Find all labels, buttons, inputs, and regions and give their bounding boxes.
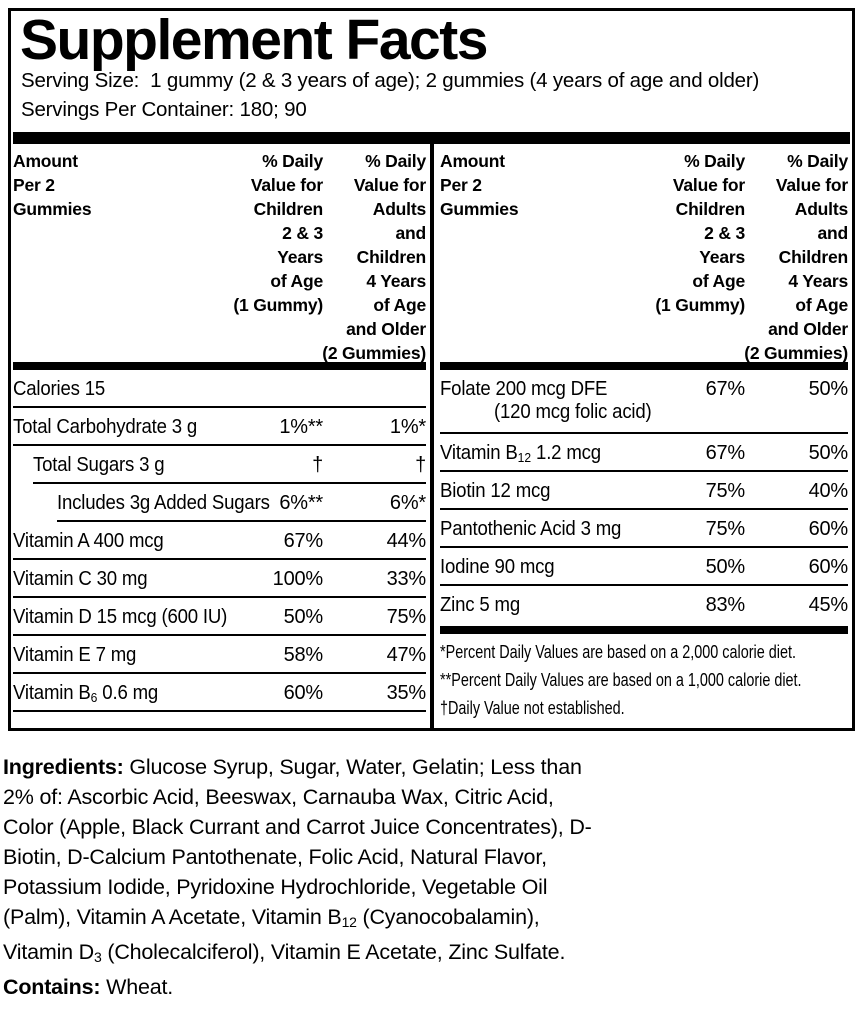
adult-dv-value: 50% [808, 378, 849, 400]
servings-per-container-line: Servings Per Container: 180; 90 [21, 98, 307, 121]
nutrient-label: Biotin 12 mcg [440, 480, 551, 502]
child-dv-value: 6%** [279, 492, 323, 514]
nutrient-label: Vitamin C 30 mg [13, 568, 148, 590]
thick-divider-bar [13, 132, 850, 144]
adult-dv-value: 40% [808, 480, 849, 502]
nutrient-label: Vitamin D 15 mcg (600 IU) [13, 606, 228, 628]
child-dv-value: 50% [283, 606, 324, 628]
nutrient-label: Vitamin E 7 mg [13, 644, 137, 666]
nutrient-label: Iodine 90 mcg [440, 556, 555, 578]
amount-per-header: Amount Per 2 Gummies [13, 151, 92, 219]
footnote-2000-calorie: *Percent Daily Values are based on a 2,0… [440, 642, 796, 662]
adults-dv-header: % Daily Value for Adults and Children 4 … [744, 151, 848, 363]
nutrient-label: Total Sugars 3 g [33, 454, 165, 476]
row-vitamin-b12: Vitamin B12 1.2 mcg 67% 50% [440, 434, 848, 472]
row-biotin: Biotin 12 mcg 75% 40% [440, 472, 848, 510]
thick-divider-bar [440, 362, 848, 370]
nutrient-label: Calories 15 [13, 378, 106, 400]
facts-column-left: Amount Per 2 Gummies % Daily Value for C… [11, 144, 430, 728]
nutrient-label: Total Carbohydrate 3 g [13, 416, 198, 438]
thick-divider-bar [13, 362, 426, 370]
child-dv-value: 67% [705, 442, 746, 464]
row-vitamin-d: Vitamin D 15 mcg (600 IU) 50% 75% [13, 598, 426, 636]
nutrient-label: Vitamin B6 0.6 mg [13, 682, 159, 705]
adults-dv-header: % Daily Value for Adults and Children 4 … [322, 151, 426, 363]
adult-dv-value: 35% [386, 682, 427, 704]
adult-dv-value: 60% [808, 518, 849, 540]
child-dv-value: † [312, 454, 323, 476]
child-dv-value: 67% [705, 378, 746, 400]
row-vitamin-e: Vitamin E 7 mg 58% 47% [13, 636, 426, 674]
child-dv-value: 1%** [279, 416, 323, 438]
contains-paragraph: Contains: Wheat. [3, 975, 174, 999]
adult-dv-value: 75% [386, 606, 427, 628]
row-added-sugars: Includes 3g Added Sugars 6%** 6%* [57, 484, 426, 522]
adult-dv-value: 6%* [389, 492, 426, 514]
row-total-carbohydrate: Total Carbohydrate 3 g 1%** 1%* [13, 408, 426, 446]
child-dv-value: 50% [705, 556, 746, 578]
nutrient-label: Includes 3g Added Sugars [57, 492, 270, 514]
thick-divider-bar [440, 626, 848, 634]
column-header-left: Amount Per 2 Gummies % Daily Value for C… [13, 144, 426, 363]
row-folate: Folate 200 mcg DFE (120 mcg folic acid) … [440, 370, 848, 434]
adult-dv-value: 1%* [389, 416, 426, 438]
column-divider [430, 144, 434, 728]
row-vitamin-b6: Vitamin B6 0.6 mg 60% 35% [13, 674, 426, 712]
supplement-facts-label: Supplement Facts Serving Size: 1 gummy (… [8, 8, 855, 731]
footnotes: *Percent Daily Values are based on a 2,0… [440, 638, 848, 722]
adult-dv-value: 45% [808, 594, 849, 616]
facts-table: Amount Per 2 Gummies % Daily Value for C… [11, 144, 852, 728]
nutrient-label-line2: (120 mcg folic acid) [494, 401, 652, 423]
serving-size-line: Serving Size: 1 gummy (2 & 3 years of ag… [21, 69, 760, 92]
row-zinc: Zinc 5 mg 83% 45% [440, 586, 848, 626]
amount-per-header: Amount Per 2 Gummies [440, 151, 519, 219]
adult-dv-value: 33% [386, 568, 427, 590]
contains-heading: Contains: [3, 975, 101, 999]
nutrient-label: Folate 200 mcg DFE [440, 378, 608, 400]
facts-column-right: Amount Per 2 Gummies % Daily Value for C… [434, 144, 852, 728]
child-dv-value: 60% [283, 682, 324, 704]
ingredients-paragraph: Ingredients: Glucose Syrup, Sugar, Water… [3, 755, 592, 965]
adult-dv-value: 47% [386, 644, 427, 666]
supplement-facts-title: Supplement Facts [20, 8, 488, 72]
child-dv-value: 75% [705, 518, 746, 540]
children-dv-header: % Daily Value for Children 2 & 3 Years o… [655, 151, 745, 315]
child-dv-value: 100% [272, 568, 324, 590]
child-dv-value: 83% [705, 594, 746, 616]
child-dv-value: 75% [705, 480, 746, 502]
adult-dv-value: 50% [808, 442, 849, 464]
row-calories: Calories 15 [13, 370, 426, 408]
adult-dv-value: † [415, 454, 426, 476]
children-dv-header: % Daily Value for Children 2 & 3 Years o… [233, 151, 323, 315]
ingredients-heading: Ingredients: [3, 755, 124, 779]
nutrient-label: Vitamin B12 1.2 mcg [440, 442, 601, 465]
row-iodine: Iodine 90 mcg 50% 60% [440, 548, 848, 586]
row-vitamin-c: Vitamin C 30 mg 100% 33% [13, 560, 426, 598]
child-dv-value: 58% [283, 644, 324, 666]
adult-dv-value: 60% [808, 556, 849, 578]
row-pantothenic-acid: Pantothenic Acid 3 mg 75% 60% [440, 510, 848, 548]
nutrient-label: Zinc 5 mg [440, 594, 520, 616]
footnote-daily-value: †Daily Value not established. [440, 698, 625, 718]
nutrient-label: Vitamin A 400 mcg [13, 530, 164, 552]
row-vitamin-a: Vitamin A 400 mcg 67% 44% [13, 522, 426, 560]
footnote-1000-calorie: **Percent Daily Values are based on a 1,… [440, 670, 802, 690]
adult-dv-value: 44% [386, 530, 427, 552]
row-total-sugars: Total Sugars 3 g † † [33, 446, 426, 484]
nutrient-label: Pantothenic Acid 3 mg [440, 518, 622, 540]
child-dv-value: 67% [283, 530, 324, 552]
column-header-right: Amount Per 2 Gummies % Daily Value for C… [440, 144, 848, 363]
